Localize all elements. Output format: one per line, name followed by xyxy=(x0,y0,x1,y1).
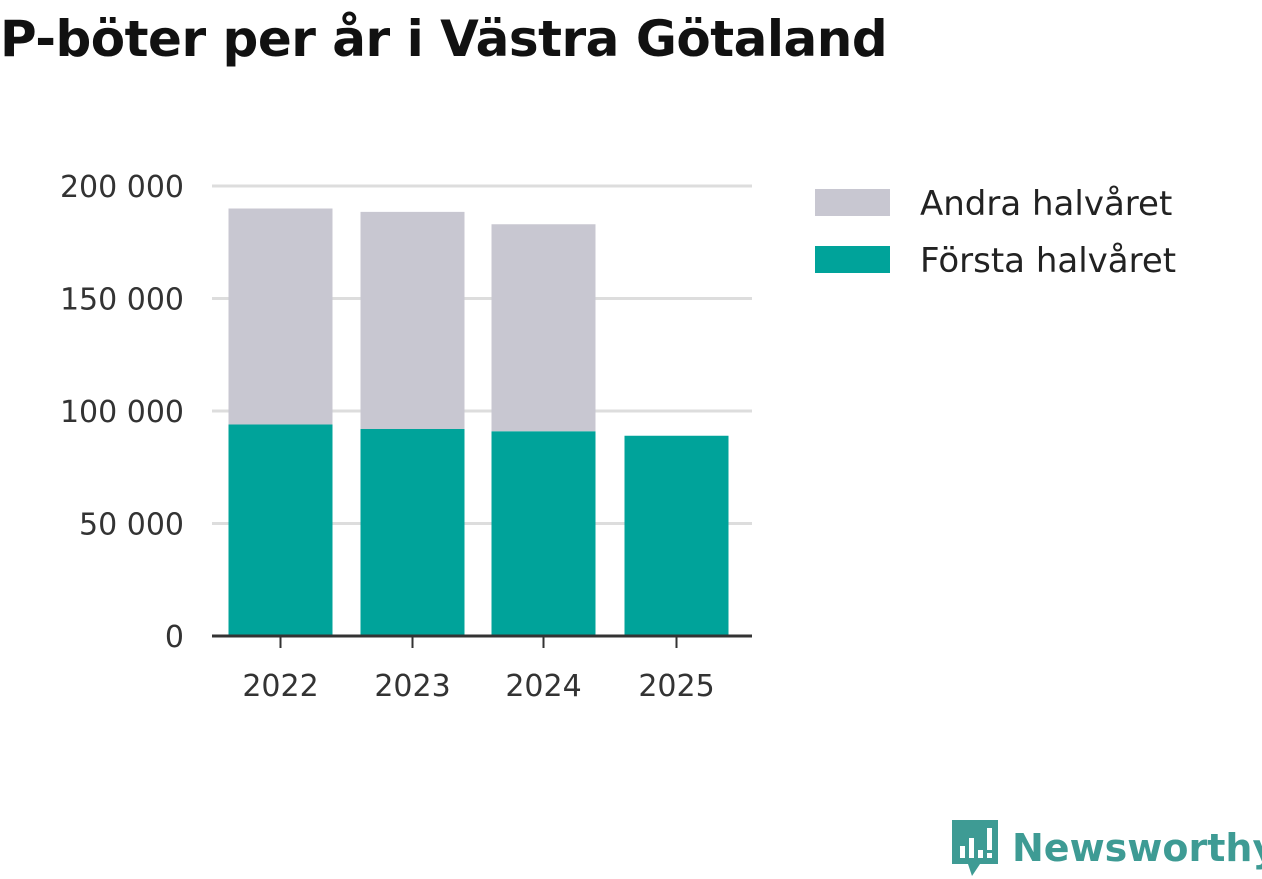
bar-forsta-halvaret-2024 xyxy=(491,431,596,636)
y-tick-label: 0 xyxy=(165,620,184,655)
y-tick-label: 150 000 xyxy=(60,283,184,318)
legend-label: Första halvåret xyxy=(920,241,1176,281)
y-tick-label: 50 000 xyxy=(79,508,184,543)
x-tick-label-2023: 2023 xyxy=(374,669,450,704)
bar-andra-halvaret-2024 xyxy=(491,224,596,432)
brand-name: Newsworthy xyxy=(1012,826,1262,870)
y-tick-label: 200 000 xyxy=(60,170,184,205)
bar-forsta-halvaret-2022 xyxy=(228,424,333,636)
bar-andra-halvaret-2022 xyxy=(228,208,333,425)
bar-forsta-halvaret-2023 xyxy=(360,429,465,636)
x-tick-label-2022: 2022 xyxy=(242,669,318,704)
newsworthy-logo-icon xyxy=(952,820,998,876)
bar-andra-halvaret-2023 xyxy=(360,211,465,429)
x-tick-label-2025: 2025 xyxy=(638,669,714,704)
y-tick-label: 100 000 xyxy=(60,395,184,430)
bar-forsta-halvaret-2025 xyxy=(624,435,729,636)
legend-swatch xyxy=(815,189,890,216)
legend-label: Andra halvåret xyxy=(920,184,1172,224)
brand-logo: Newsworthy xyxy=(950,818,1262,878)
legend-swatch xyxy=(815,246,890,273)
x-tick-label-2024: 2024 xyxy=(505,669,581,704)
chart-title: P-böter per år i Västra Götaland xyxy=(0,10,888,68)
